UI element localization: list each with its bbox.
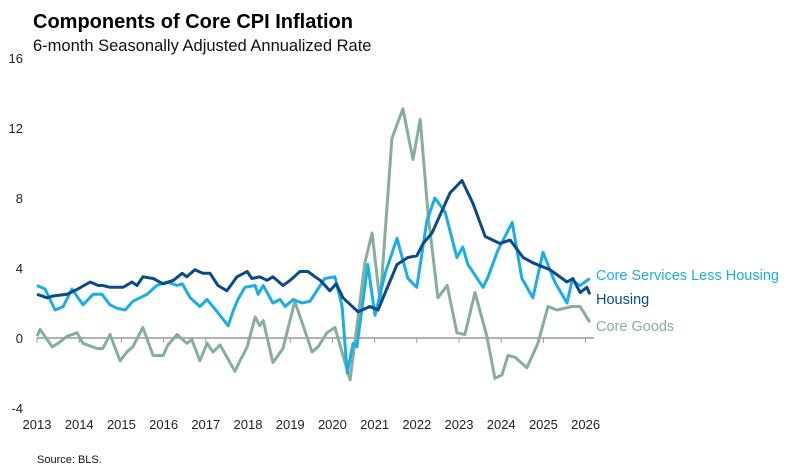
y-tick-label: 8	[16, 191, 23, 206]
x-tick-label: 2024	[487, 417, 516, 432]
series-line-core-goods	[35, 107, 592, 382]
chart-title: Components of Core CPI Inflation	[33, 11, 353, 33]
y-tick-label: 12	[9, 121, 23, 136]
x-tick-label: 2022	[402, 417, 431, 432]
series-label: Core Goods	[596, 319, 674, 335]
x-tick-label: 2019	[276, 417, 305, 432]
x-tick-label: 2016	[149, 417, 178, 432]
y-tick-label: 4	[16, 261, 23, 276]
y-tick-label: 16	[9, 51, 23, 66]
x-tick-label: 2015	[107, 417, 136, 432]
source-note: Source: BLS.	[37, 454, 102, 466]
series-label: Core Services Less Housing	[596, 268, 779, 284]
x-tick-label: 2020	[318, 417, 347, 432]
series-label: Housing	[596, 292, 649, 308]
y-tick-label: 0	[16, 331, 23, 346]
x-tick-label: 2021	[360, 417, 389, 432]
x-tick-label: 2026	[571, 417, 600, 432]
x-tick-label: 2025	[529, 417, 558, 432]
x-tick-label: 2014	[65, 417, 94, 432]
chart-subtitle: 6-month Seasonally Adjusted Annualized R…	[33, 37, 372, 55]
series-line-core-services-less-housing	[36, 196, 591, 375]
series-line-housing	[36, 179, 592, 314]
y-tick-label: -4	[11, 401, 23, 416]
x-tick-label: 2013	[23, 417, 52, 432]
x-tick-label: 2017	[191, 417, 220, 432]
x-tick-label: 2023	[445, 417, 474, 432]
x-tick-label: 2018	[234, 417, 263, 432]
